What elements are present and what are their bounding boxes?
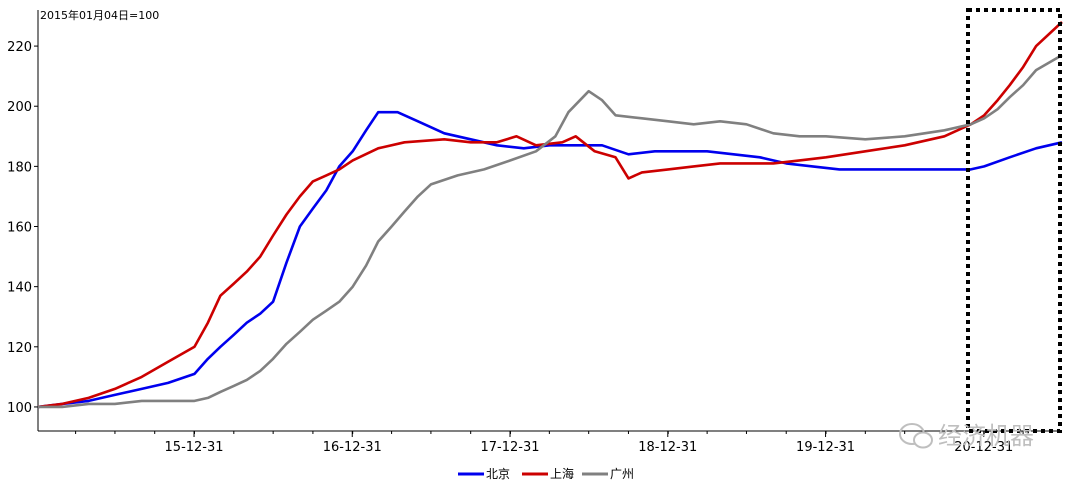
series-lines (37, 21, 1063, 409)
series-line-0 (37, 110, 1063, 409)
series-line-1 (37, 21, 1063, 409)
y-tick-label: 180 (7, 160, 32, 175)
highlight-box (966, 8, 1062, 433)
legend-label-2: 广州 (610, 467, 634, 481)
wechat-icon (899, 423, 933, 449)
x-tick-label: 15-12-31 (165, 440, 224, 455)
y-tick-label: 120 (7, 341, 32, 356)
axes: 100 120 140 160 180 200 220 15-12-31 16-12-31 17-… (7, 10, 1062, 455)
y-tick-label: 200 (7, 100, 32, 115)
y-tick-label: 220 (7, 40, 32, 55)
legend: 北京 上海 广州 (458, 466, 634, 481)
y-tick-label: 160 (7, 221, 32, 236)
watermark: 经济机器 (899, 422, 1034, 450)
x-tick-label: 20-12-31 (954, 440, 1013, 455)
x-tick-label: 19-12-31 (796, 440, 855, 455)
y-tick-label: 100 (7, 401, 32, 416)
x-tick-label: 17-12-31 (481, 440, 540, 455)
x-tick-label: 16-12-31 (323, 440, 382, 455)
x-tick-label: 18-12-31 (638, 440, 697, 455)
legend-label-1: 上海 (550, 466, 574, 481)
legend-label-0: 北京 (486, 467, 510, 481)
index-note: 2015年01月04日=100 (40, 8, 159, 22)
y-tick-label: 140 (7, 281, 32, 296)
watermark-text: 经济机器 (938, 422, 1034, 450)
series-line-2 (38, 53, 1063, 409)
